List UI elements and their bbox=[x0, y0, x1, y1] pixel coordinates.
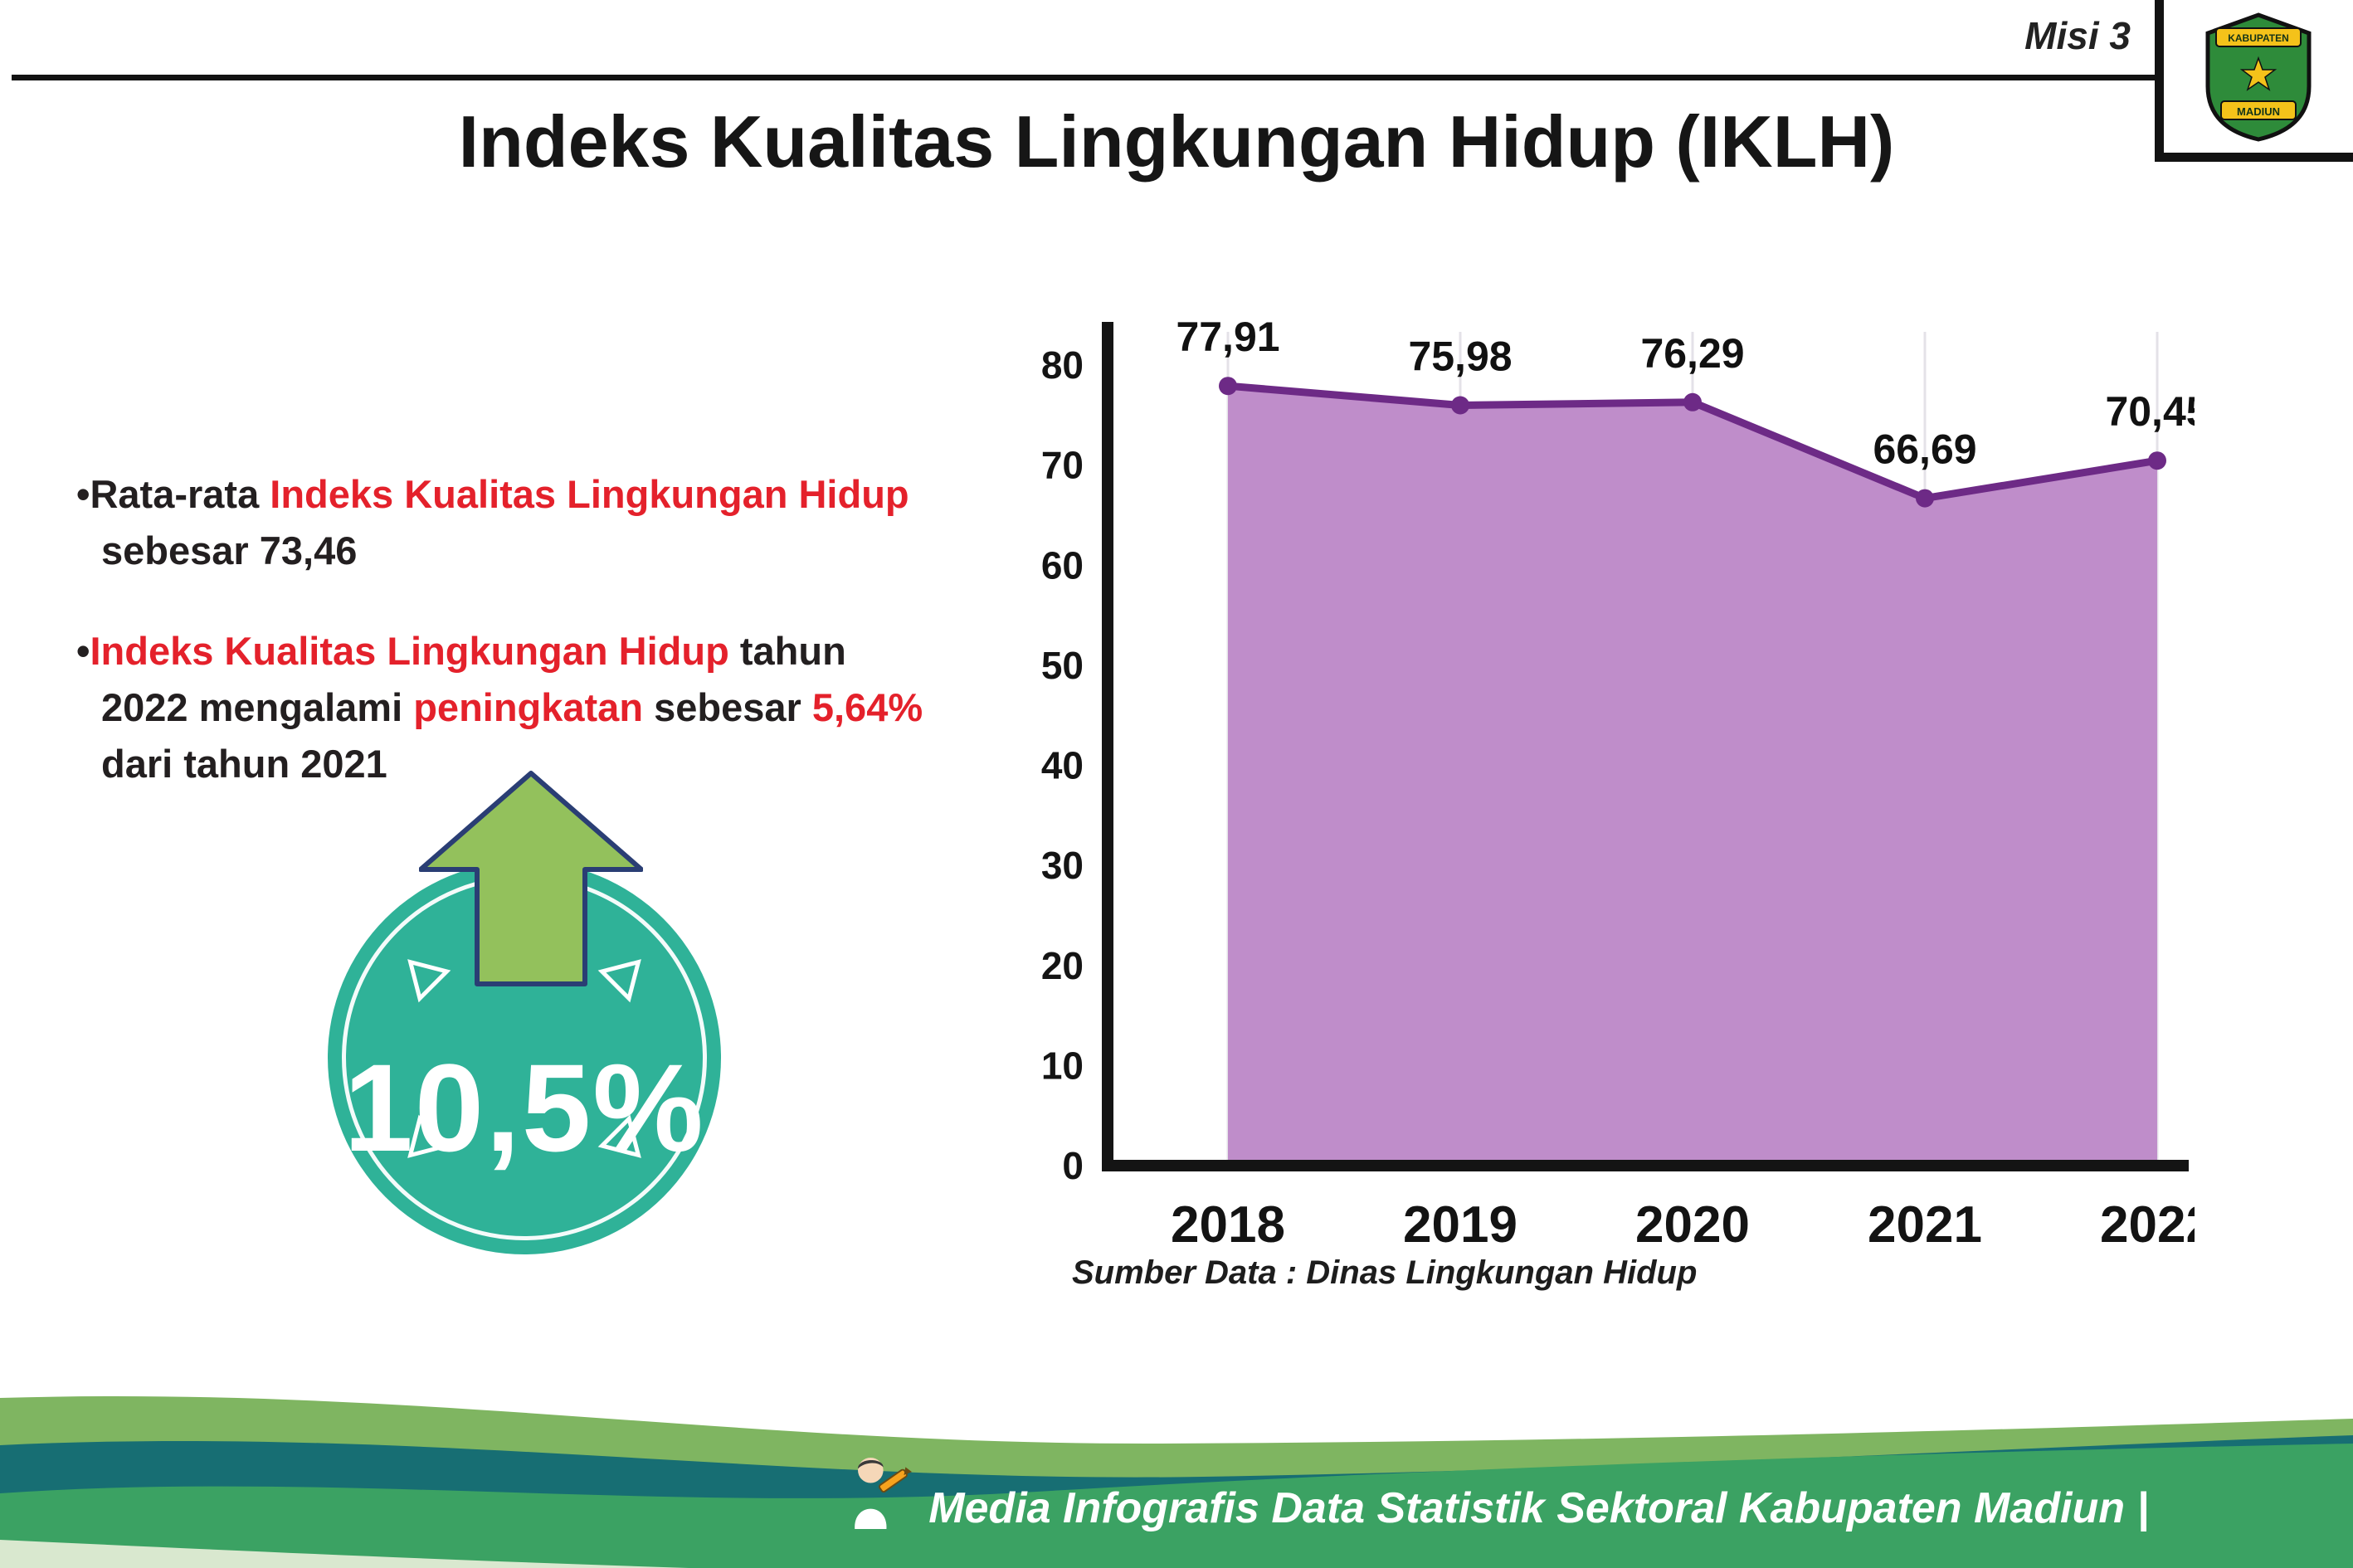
growth-percentage: 10,5% bbox=[343, 1037, 705, 1177]
y-tick-label: 40 bbox=[1041, 744, 1084, 787]
highlight-text: 5,64% bbox=[811, 685, 923, 730]
data-point bbox=[1916, 489, 1934, 508]
plain-text: sebesar 73,46 bbox=[101, 528, 358, 572]
y-tick-label: 20 bbox=[1041, 944, 1084, 987]
y-tick-label: 70 bbox=[1041, 444, 1084, 487]
data-point bbox=[1451, 396, 1469, 415]
y-tick-label: 30 bbox=[1041, 844, 1084, 887]
footer-caption: Media Infografis Data Statistik Sektoral… bbox=[928, 1484, 2149, 1532]
value-label: 66,69 bbox=[1873, 426, 1976, 473]
x-tick-label: 2021 bbox=[1868, 1196, 1982, 1254]
logo-bottom-text: MADIUN bbox=[2237, 105, 2280, 118]
footer-bar: Media Infografis Data Statistik Sektoral… bbox=[840, 1452, 2149, 1533]
value-label: 70,45 bbox=[2105, 388, 2195, 435]
y-tick-label: 60 bbox=[1041, 543, 1084, 587]
kabupaten-madiun-logo: KABUPATEN MADIUN bbox=[2155, 0, 2353, 162]
data-point bbox=[2148, 451, 2166, 470]
up-arrow-icon bbox=[419, 771, 643, 986]
bullet-marker: • bbox=[76, 472, 90, 516]
plain-text: dari tahun 2021 bbox=[101, 741, 387, 786]
bullet-list: •Rata-rata Indeks Kualitas Lingkungan Hi… bbox=[76, 466, 943, 836]
y-tick-label: 50 bbox=[1041, 644, 1084, 687]
highlight-text: Indeks Kualitas Lingkungan Hidup bbox=[270, 472, 909, 516]
page-title: Indeks Kualitas Lingkungan Hidup (IKLH) bbox=[458, 100, 1895, 183]
data-source-caption: Sumber Data : Dinas Lingkungan Hidup bbox=[1072, 1254, 1698, 1291]
growth-badge: 10,5% bbox=[328, 861, 721, 1254]
x-tick-label: 2022 bbox=[2100, 1196, 2195, 1254]
value-label: 75,98 bbox=[1408, 334, 1512, 380]
value-label: 77,91 bbox=[1176, 314, 1279, 360]
crest-shield-icon: KABUPATEN MADIUN bbox=[2205, 12, 2312, 142]
bullet-marker: • bbox=[76, 629, 90, 674]
y-tick-label: 10 bbox=[1041, 1044, 1084, 1087]
iklh-area-chart: 77,91 75,98 76,29 66,69 70,45 0 10 20 30 40 50 60 70… bbox=[1041, 314, 2214, 1254]
bullet-item: •Rata-rata Indeks Kualitas Lingkungan Hi… bbox=[76, 466, 943, 578]
header-rule bbox=[12, 75, 2162, 80]
bullet-item: •Indeks Kualitas Lingkungan Hidup tahun … bbox=[76, 623, 943, 791]
chart-container: 77,91 75,98 76,29 66,69 70,45 0 10 20 30 40 50 60 70… bbox=[1025, 286, 2214, 1290]
plain-text: sebesar bbox=[643, 685, 812, 730]
y-tick-label: 80 bbox=[1041, 343, 1084, 387]
writer-mascot-icon bbox=[855, 1457, 913, 1529]
plain-text: Rata-rata bbox=[90, 472, 270, 516]
x-tick-label: 2018 bbox=[1171, 1196, 1285, 1254]
data-point bbox=[1683, 392, 1702, 411]
misi-label: Misi 3 bbox=[2024, 14, 2131, 57]
data-point bbox=[1219, 377, 1237, 396]
value-label: 76,29 bbox=[1640, 330, 1744, 377]
highlight-text: Indeks Kualitas Lingkungan Hidup bbox=[90, 629, 729, 674]
footer-wave-decoration bbox=[0, 1395, 2353, 1568]
x-tick-label: 2019 bbox=[1403, 1196, 1518, 1254]
plain-text: tahun 2022 mengalami bbox=[101, 629, 846, 730]
y-tick-label: 0 bbox=[1062, 1144, 1084, 1187]
area-fill bbox=[1228, 386, 2157, 1166]
highlight-text: peningkatan bbox=[413, 685, 644, 730]
x-tick-label: 2020 bbox=[1635, 1196, 1750, 1254]
logo-top-text: KABUPATEN bbox=[2228, 32, 2289, 44]
